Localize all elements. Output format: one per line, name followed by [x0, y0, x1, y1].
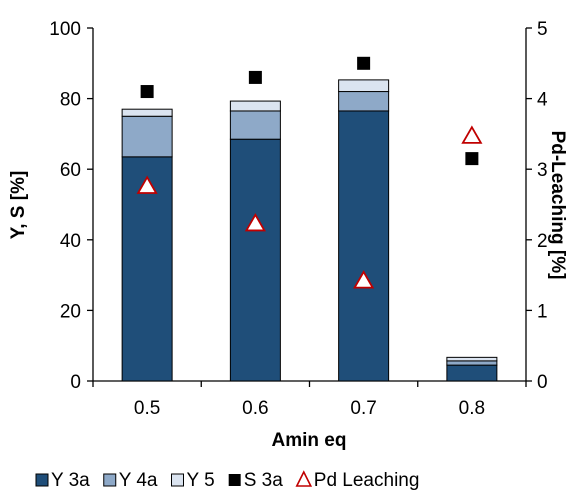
x-tick-label: 0.8 [459, 398, 485, 419]
legend-swatch [35, 473, 49, 487]
bar-segment [121, 115, 173, 158]
bar-segment [446, 360, 498, 366]
y2-tick-label: 3 [537, 160, 548, 181]
legend-label: Y 3a [51, 470, 90, 491]
triangle-marker [136, 175, 158, 194]
legend-swatch [228, 474, 241, 486]
y2-tick-label: 4 [537, 90, 548, 111]
square-marker [140, 85, 154, 99]
legend-swatch [171, 473, 184, 487]
legend: Y 3a Y 4a Y 5 S 3a Pd Leaching [35, 470, 420, 491]
y2-tick-label: 5 [537, 19, 548, 40]
bar-segment [121, 156, 173, 382]
bar-segment [446, 356, 498, 362]
y2-axis-title: Pd-Leaching [%] [547, 131, 567, 280]
bar-segment [229, 138, 281, 382]
x-tick-label: 0.5 [134, 398, 160, 419]
square-marker [357, 56, 371, 70]
legend-label: S 3a [244, 470, 284, 491]
x-tick-label: 0.7 [350, 398, 376, 419]
legend-swatch [103, 473, 117, 487]
x-tick-label: 0.6 [242, 398, 268, 419]
bar-segment [446, 364, 498, 382]
bar-segment [338, 91, 390, 112]
y-tick-label: 80 [60, 90, 81, 111]
y-tick-label: 40 [60, 231, 81, 252]
legend-swatch [295, 470, 313, 487]
bar-segment [121, 108, 173, 117]
triangle-marker [353, 270, 375, 289]
bar-segment [338, 79, 390, 93]
bar-segment [229, 100, 281, 112]
square-marker [465, 152, 479, 166]
y2-tick-label: 2 [537, 231, 548, 252]
bar-segment [338, 110, 390, 382]
y2-tick-label: 1 [537, 301, 548, 322]
square-marker [248, 70, 262, 84]
y-tick-label: 0 [70, 372, 81, 393]
legend-label: Y 5 [187, 470, 215, 491]
y-tick-label: 100 [49, 19, 81, 40]
y2-tick-label: 0 [537, 372, 548, 393]
triangle-marker [461, 125, 483, 144]
y-axis-title: Y, S [%] [8, 171, 29, 240]
legend-label: Y 4a [119, 470, 158, 491]
x-axis-title: Amin eq [272, 430, 347, 451]
y-tick-label: 20 [60, 301, 81, 322]
y-tick-label: 60 [60, 160, 81, 181]
triangle-marker [244, 212, 266, 232]
plot-area: 0 20 40 60 80 100 0 1 2 3 4 5 0.5 0.6 0.7 0.8 [49, 19, 548, 419]
legend-label: Pd Leaching [314, 470, 420, 491]
bar-segment [229, 110, 281, 140]
